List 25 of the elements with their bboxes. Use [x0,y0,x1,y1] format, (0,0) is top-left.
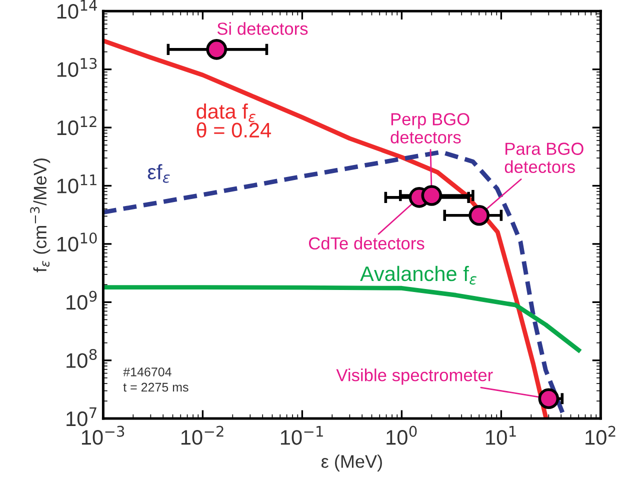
x-tick-label: 10$^{0}$ [386,426,417,445]
x-axis-title: ε (MeV) [321,454,382,472]
y-tick-label: 10$^{11}$ [57,174,96,194]
series-label: εf$_{ε}$ [148,164,170,183]
y-tick-label: 10$^{9}$ [66,290,97,310]
x-tick-label: 10$^{1}$ [486,426,516,445]
x-tick-label: 10$^{−1}$ [280,426,323,445]
x-tick-label: 10$^{−2}$ [181,426,224,445]
annotation: Si detectors [217,22,308,35]
series-label: data f$_{ε}$ θ = 0.24 [196,103,272,138]
y-axis-title: f$_{ε}$ (cm$^{−3}$/MeV) [30,158,50,272]
annotation: Visible spectrometer [336,368,493,385]
annotation: Para BGO detectors [504,142,584,174]
x-tick-label: 10$^{−3}$ [82,426,124,445]
annotation: #146704 t = 2275 ms [123,368,188,392]
y-tick-label: 10$^{7}$ [66,407,96,426]
y-tick-label: 10$^{14}$ [57,0,97,19]
series-label: Avalanche f$_{ε}$ [360,266,476,285]
y-tick-label: 10$^{13}$ [57,58,97,77]
y-tick-label: 10$^{8}$ [66,348,97,368]
annotation: CdTe detectors [308,236,424,250]
x-tick-label: 10$^{2}$ [586,426,616,445]
y-tick-label: 10$^{12}$ [57,116,96,136]
annotation: Perp BGO detectors [390,113,470,144]
y-tick-label: 10$^{10}$ [57,232,97,252]
